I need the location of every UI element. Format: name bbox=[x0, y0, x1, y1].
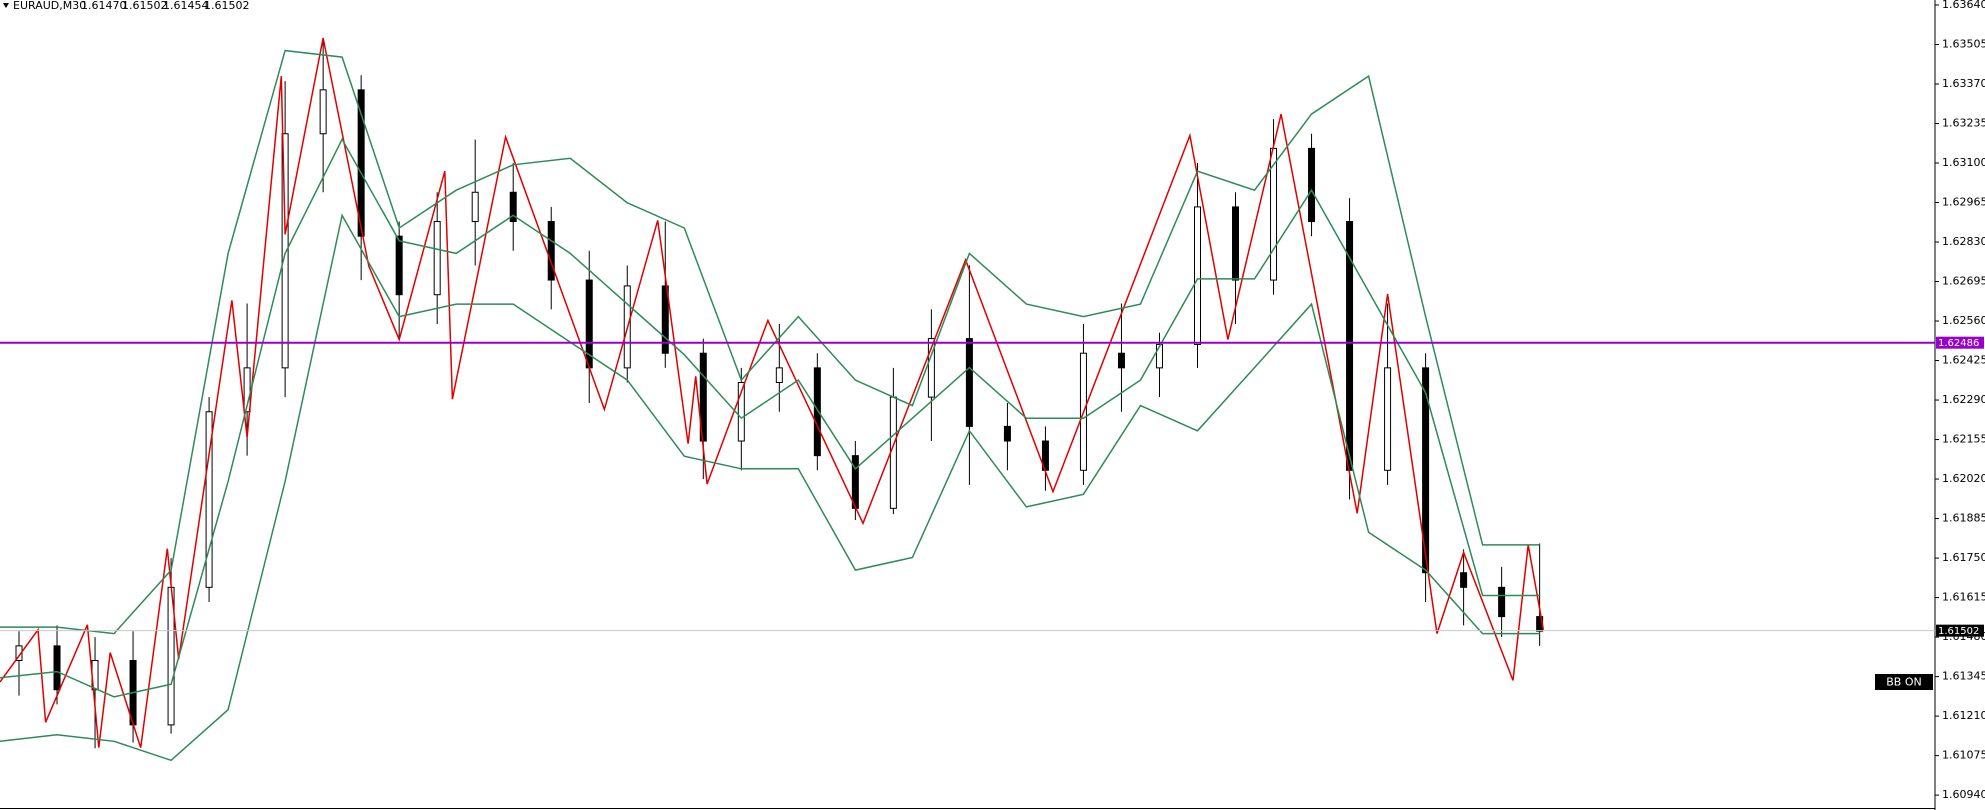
candle-body bbox=[1384, 367, 1392, 471]
y-tick-label: 1.62290 bbox=[1942, 393, 1985, 406]
candle-body bbox=[1003, 425, 1011, 442]
y-tick-label: 1.61210 bbox=[1942, 709, 1985, 722]
candle-body bbox=[775, 367, 783, 383]
candle-body bbox=[53, 645, 61, 691]
candle-body bbox=[471, 191, 479, 223]
low-price: 1.61454 bbox=[163, 0, 209, 12]
y-tick-label: 1.62965 bbox=[1942, 196, 1985, 209]
y-tick-label: 1.62155 bbox=[1942, 433, 1985, 446]
candle-body bbox=[509, 191, 517, 223]
indicator-line bbox=[0, 49, 1540, 635]
price-level-box bbox=[1936, 336, 1984, 349]
candle-body bbox=[813, 367, 821, 457]
y-tick-label: 1.62425 bbox=[1942, 354, 1985, 367]
candle-body bbox=[737, 381, 745, 442]
candle-body bbox=[1155, 343, 1163, 369]
price-level-label: 1.62486 bbox=[1938, 338, 1979, 349]
menu-arrow[interactable] bbox=[3, 3, 9, 8]
candle-body bbox=[1308, 147, 1316, 223]
y-tick-label: 1.62560 bbox=[1942, 314, 1985, 327]
close-price: 1.61502 bbox=[204, 0, 250, 12]
candle-body bbox=[243, 367, 251, 413]
y-tick-label: 1.61615 bbox=[1942, 591, 1985, 604]
bb-button-label[interactable]: BB ON bbox=[1886, 676, 1921, 689]
indicator-line bbox=[0, 37, 1545, 748]
bb-button[interactable]: BB ON bbox=[1875, 674, 1933, 690]
y-tick-label: 1.62830 bbox=[1942, 235, 1985, 248]
high-price: 1.61502 bbox=[122, 0, 168, 12]
candle-body bbox=[319, 89, 327, 135]
y-tick-label: 1.60940 bbox=[1942, 788, 1985, 801]
y-tick-label: 1.63370 bbox=[1942, 77, 1985, 90]
indicator-line bbox=[0, 137, 1540, 698]
y-tick-label: 1.61885 bbox=[1942, 512, 1985, 525]
candle-body bbox=[661, 285, 669, 354]
price-level-box bbox=[1936, 624, 1984, 637]
candle-body bbox=[851, 455, 859, 509]
y-tick-label: 1.61750 bbox=[1942, 551, 1985, 564]
symbol-label: EURAUD,M30 bbox=[13, 0, 86, 12]
bb-button-bg[interactable] bbox=[1875, 674, 1933, 690]
y-tick-label: 1.63640 bbox=[1942, 0, 1985, 11]
y-tick-label: 1.63505 bbox=[1942, 37, 1985, 50]
indicator-line bbox=[0, 213, 1540, 762]
price-level-label: 1.61502 bbox=[1938, 626, 1979, 637]
y-tick-label: 1.62695 bbox=[1942, 275, 1985, 288]
y-tick-label: 1.61345 bbox=[1942, 670, 1985, 683]
y-tick-label: 1.62020 bbox=[1942, 472, 1985, 485]
candle-body bbox=[927, 338, 935, 398]
candle-body bbox=[1232, 206, 1240, 281]
y-tick-label: 1.61075 bbox=[1942, 749, 1985, 762]
candle-body bbox=[357, 89, 365, 237]
candle-body bbox=[1498, 586, 1506, 618]
candle-body bbox=[395, 235, 403, 296]
candle-body bbox=[1422, 367, 1430, 574]
candle-body bbox=[1117, 352, 1125, 369]
candle-body bbox=[281, 133, 289, 369]
candle-body bbox=[205, 411, 213, 588]
y-tick-label: 1.63235 bbox=[1942, 116, 1985, 129]
candle-body bbox=[965, 338, 973, 427]
candle-body bbox=[1460, 572, 1468, 588]
candle-body bbox=[547, 221, 555, 281]
candle-body bbox=[15, 645, 23, 662]
candle-body bbox=[433, 221, 441, 296]
candle-body bbox=[1193, 206, 1201, 345]
y-tick-label: 1.63100 bbox=[1942, 156, 1985, 169]
open-price: 1.61470 bbox=[81, 0, 127, 12]
